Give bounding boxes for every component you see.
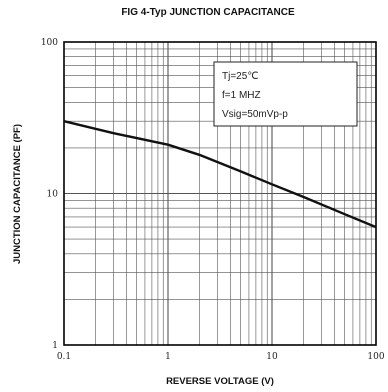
x-tick-label: 100	[367, 352, 384, 362]
y-tick-label: 100	[41, 38, 58, 48]
annotation-line-3: Vsig=50mVp-p	[222, 109, 288, 120]
x-axis-label: REVERSE VOLTAGE (V)	[166, 376, 274, 387]
chart-title: FIG 4-Typ JUNCTION CAPACITANCE	[121, 7, 295, 18]
annotation-background	[213, 61, 358, 127]
annotation-line-2: f=1 MHZ	[222, 90, 261, 101]
annotation-line-1: Tj=25℃	[222, 71, 259, 82]
plot-frame	[63, 41, 377, 346]
y-axis-label: JUNCTION CAPACITANCE (PF)	[12, 124, 23, 264]
capacitance-curve	[63, 120, 377, 229]
annotation-box: Tj=25℃ f=1 MHZ Vsig=50mVp-p	[213, 61, 358, 127]
y-tick-label: 10	[47, 190, 59, 200]
x-tick-label: 0.1	[57, 352, 71, 362]
x-tick-label: 1	[165, 352, 171, 362]
y-tick-label: 1	[52, 341, 58, 351]
x-tick-label: 10	[266, 352, 278, 362]
